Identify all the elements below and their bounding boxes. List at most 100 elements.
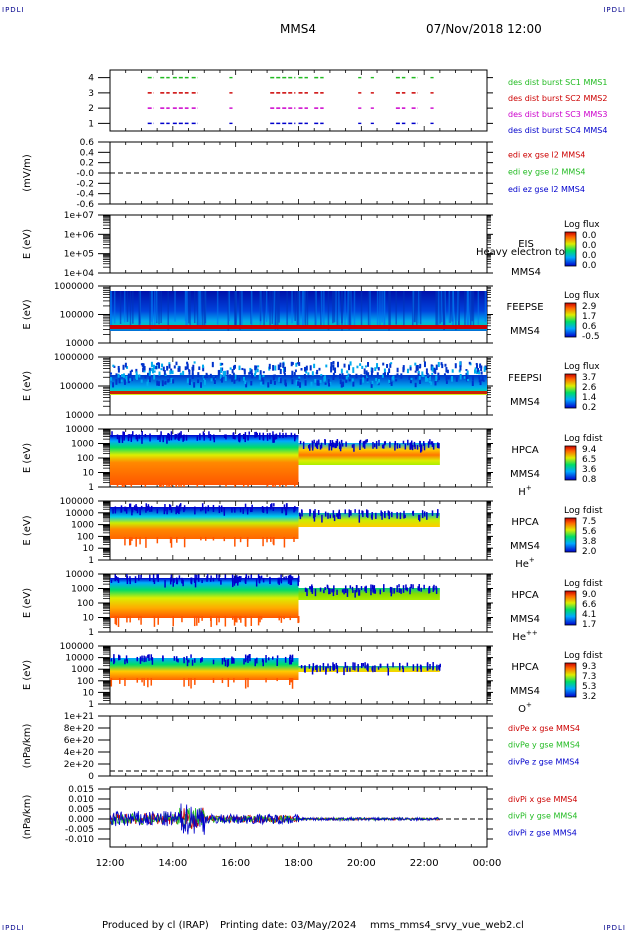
y-tick-label: 10 xyxy=(83,469,95,479)
spectrum-speck xyxy=(272,483,274,487)
spectrum-speck xyxy=(254,658,256,667)
spectrum-speck xyxy=(274,483,276,487)
spectrum-speck xyxy=(287,575,290,580)
spectrum-speck xyxy=(346,588,349,597)
spectrum-speck xyxy=(191,373,194,379)
spectrum-speck xyxy=(167,433,169,438)
spectrum-speck xyxy=(424,376,427,382)
spectrum-speck xyxy=(335,662,338,669)
spectrum-speck xyxy=(188,379,191,385)
spectrum-speck xyxy=(350,510,352,514)
colorbar-tick-label: 5.6 xyxy=(582,527,597,537)
spectrum-speck xyxy=(390,381,393,386)
spectrum-speck xyxy=(147,678,149,688)
spectrum-speck xyxy=(332,361,335,365)
spectrum-stripe xyxy=(193,291,196,324)
colorbar xyxy=(564,373,577,409)
spectrum-speck xyxy=(439,663,441,668)
spectrum-speck xyxy=(112,364,115,367)
y-tick-label: 10000 xyxy=(65,654,94,664)
spectrum-speck xyxy=(336,589,338,595)
spectrum-speck xyxy=(423,361,426,368)
spectrum-speck xyxy=(128,537,131,546)
spectrum-speck xyxy=(184,366,187,371)
colorbar-tick-label: -0.5 xyxy=(582,332,600,342)
spectrum-speck xyxy=(210,575,212,580)
spectrum-speck xyxy=(262,507,265,513)
spectrum-speck xyxy=(364,365,367,368)
spectrum-stripe xyxy=(154,291,156,328)
spectrum-speck xyxy=(406,587,409,592)
spectrum-speck xyxy=(260,575,263,579)
spectrum-speck xyxy=(220,367,223,373)
spectrum-speck xyxy=(199,433,201,441)
spectrum-speck xyxy=(131,537,133,541)
spectrum-speck xyxy=(349,667,351,672)
spectrum-stripe xyxy=(417,291,420,324)
spectrum-speck xyxy=(332,662,334,670)
colorbar-tick-label: 1.7 xyxy=(582,312,596,322)
spectrum-speck xyxy=(327,663,329,669)
spectrum-speck xyxy=(186,659,189,667)
heatmap-area xyxy=(110,803,441,835)
spectrum-speck xyxy=(239,507,242,513)
spectrum-speck xyxy=(139,508,141,516)
spectrum-speck xyxy=(331,588,333,593)
spectrum-speck xyxy=(318,439,320,445)
spectrum-speck xyxy=(138,616,140,621)
corner-label-bottom-left: IPDLI xyxy=(2,924,25,932)
spectrum-speck xyxy=(254,365,257,371)
spectrum-stripe xyxy=(451,291,453,322)
spectrum-speck xyxy=(236,616,238,623)
spectrum-speck xyxy=(383,372,386,377)
spectrum-speck xyxy=(256,657,258,664)
panel-edi: 0.60.40.2-0.0-0.2-0.4-0.6 (mV/m) edi ex gs… xyxy=(22,138,586,210)
spectrum-speck xyxy=(181,616,183,623)
spectrum-speck xyxy=(352,589,354,593)
spectrum-speck xyxy=(224,370,227,376)
spectrum-speck xyxy=(390,362,393,365)
spacecraft-title: MMS4 xyxy=(280,22,316,36)
x-tick-label: 16:00 xyxy=(221,858,250,869)
spectrum-stripe xyxy=(435,291,437,328)
spectrum-speck xyxy=(170,508,173,513)
spectrum-speck xyxy=(224,574,227,580)
spectrum-speck xyxy=(324,439,326,444)
spectrum-speck xyxy=(135,537,137,547)
spectrum-speck xyxy=(121,483,124,487)
spectrum-speck xyxy=(348,374,351,377)
spectrum-speck xyxy=(183,537,186,548)
spectrum-speck xyxy=(297,381,300,386)
species-label: He++ xyxy=(512,629,538,643)
spectrum-speck xyxy=(294,505,296,512)
spectrum-speck xyxy=(247,575,250,580)
spectrum-speck xyxy=(337,513,339,519)
spectrum-speck xyxy=(196,483,199,487)
spectrum-speck xyxy=(149,433,151,442)
spectrum-speck xyxy=(208,431,210,438)
spectrum-speck xyxy=(194,678,196,685)
y-tick-label: 1e+04 xyxy=(64,269,95,279)
spectrum-speck xyxy=(370,589,372,596)
spectrum-speck xyxy=(153,370,156,373)
spectrum-speck xyxy=(359,363,362,366)
spectrum-speck xyxy=(182,579,184,587)
y-tick-label: 0.4 xyxy=(80,148,95,158)
y-tick-label: 0.015 xyxy=(68,785,94,795)
spectrum-speck xyxy=(173,656,176,661)
spectrum-speck xyxy=(209,373,212,378)
spectrum-speck xyxy=(186,361,189,365)
spectrum-speck xyxy=(170,377,173,384)
spectrum-speck xyxy=(178,483,180,487)
spectrum-speck xyxy=(159,483,161,487)
spectrum-speck xyxy=(209,434,212,441)
spectrum-speck xyxy=(445,380,448,384)
spacecraft-label: MMS4 xyxy=(510,686,540,697)
spectrum-speck xyxy=(206,576,208,582)
panel-divpe: 1e+21 8e+20 6e+20 4e+20 2e+20 0 (nPa/km) divPe … xyxy=(22,712,580,782)
spectrum-speck xyxy=(362,663,365,667)
spectrum-band xyxy=(110,391,487,394)
spectrum-speck xyxy=(129,503,132,509)
spectrum-speck xyxy=(253,373,256,377)
